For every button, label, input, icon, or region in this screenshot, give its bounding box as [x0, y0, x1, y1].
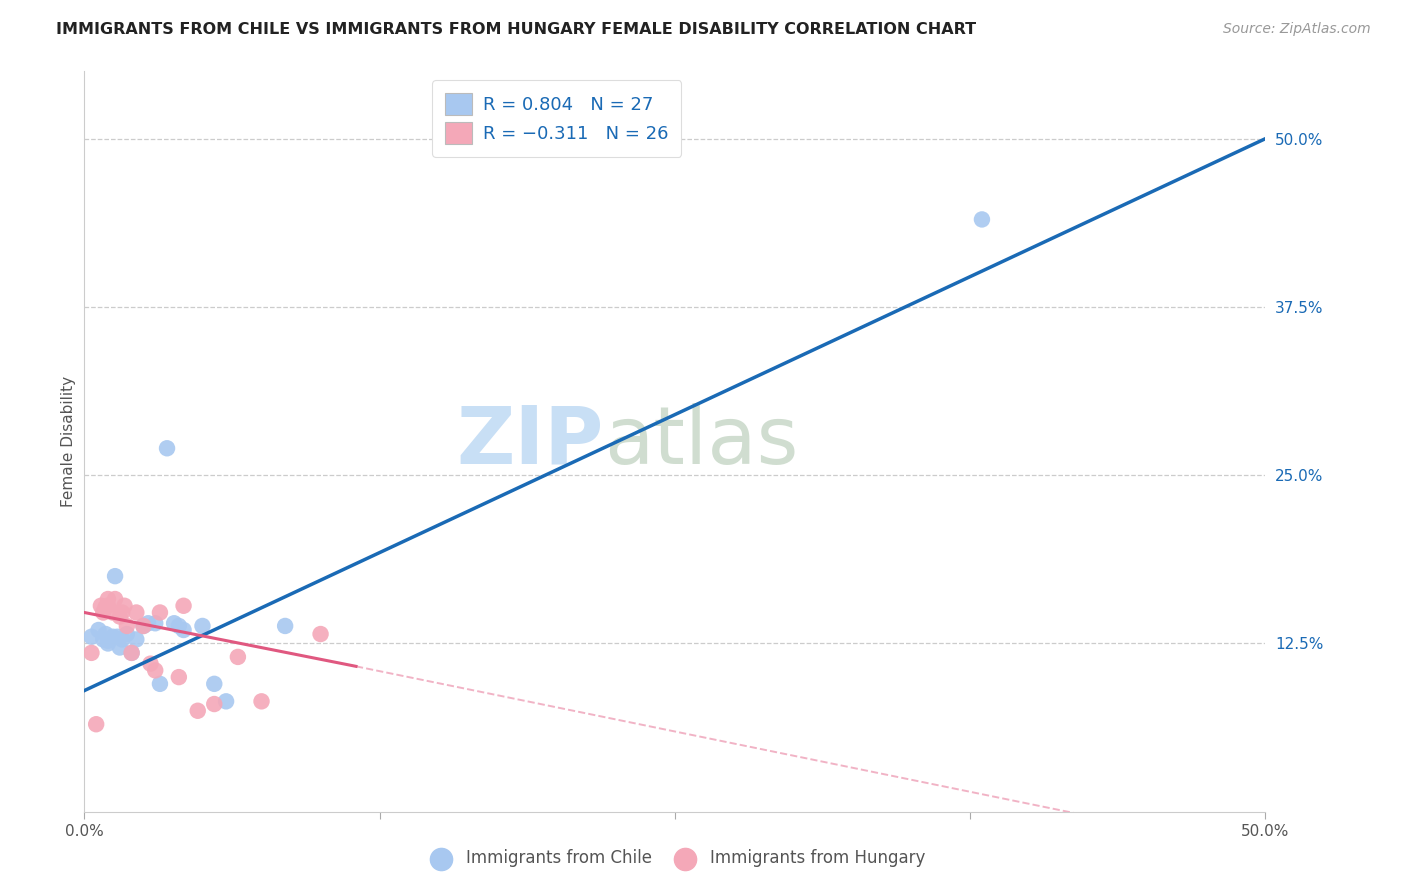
Point: [94, 600, 117, 615]
Point: [187, 704, 209, 718]
Point: [101, 630, 124, 644]
Point: [309, 627, 332, 641]
Text: Source: ZipAtlas.com: Source: ZipAtlas.com: [1223, 22, 1371, 37]
Point: [108, 640, 131, 655]
Point: [156, 442, 179, 456]
Point: [101, 606, 124, 620]
Point: [114, 599, 136, 613]
Point: [97, 592, 120, 607]
Point: [94, 627, 117, 641]
Point: [97, 636, 120, 650]
Point: [125, 606, 148, 620]
Point: [80, 646, 103, 660]
Point: [202, 677, 225, 691]
Point: [108, 609, 131, 624]
Text: ZIP: ZIP: [457, 402, 605, 481]
Point: [90, 599, 112, 613]
Point: [87, 623, 110, 637]
Point: [173, 623, 195, 637]
Point: [173, 599, 195, 613]
Point: [115, 627, 138, 641]
Point: [121, 646, 143, 660]
Point: [80, 630, 103, 644]
Point: [250, 694, 273, 708]
Point: [202, 697, 225, 711]
Point: [143, 664, 166, 678]
Point: [104, 569, 127, 583]
Point: [163, 616, 186, 631]
Point: [125, 632, 148, 647]
Point: [132, 619, 155, 633]
Y-axis label: Female Disability: Female Disability: [60, 376, 76, 508]
Point: [97, 599, 120, 613]
Point: [149, 677, 172, 691]
Point: [115, 619, 138, 633]
Point: [143, 616, 166, 631]
Point: [121, 646, 143, 660]
Point: [84, 717, 107, 731]
Point: [167, 670, 190, 684]
Point: [970, 212, 993, 227]
Point: [97, 633, 120, 648]
Point: [226, 649, 249, 664]
Point: [274, 619, 297, 633]
Point: [111, 606, 134, 620]
Point: [167, 619, 190, 633]
Point: [132, 619, 155, 633]
Point: [136, 616, 159, 631]
Point: [139, 657, 162, 671]
Point: [215, 694, 238, 708]
Point: [91, 632, 114, 647]
Text: IMMIGRANTS FROM CHILE VS IMMIGRANTS FROM HUNGARY FEMALE DISABILITY CORRELATION C: IMMIGRANTS FROM CHILE VS IMMIGRANTS FROM…: [56, 22, 976, 37]
Legend: Immigrants from Chile, Immigrants from Hungary: Immigrants from Chile, Immigrants from H…: [418, 842, 932, 874]
Point: [149, 606, 172, 620]
Point: [111, 632, 134, 647]
Point: [91, 606, 114, 620]
Point: [107, 630, 129, 644]
Point: [191, 619, 214, 633]
Text: atlas: atlas: [605, 402, 799, 481]
Point: [104, 592, 127, 607]
